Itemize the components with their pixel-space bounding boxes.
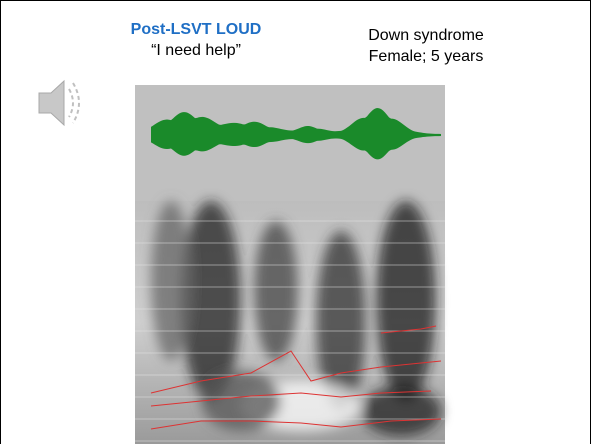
energy-blob [254, 221, 298, 361]
slide: Post-LSVT LOUD “I need help” Down syndro… [0, 0, 591, 444]
energy-blob [376, 201, 436, 401]
speaker-icon [39, 81, 79, 125]
figure [1, 1, 590, 444]
energy-blob [151, 201, 191, 361]
